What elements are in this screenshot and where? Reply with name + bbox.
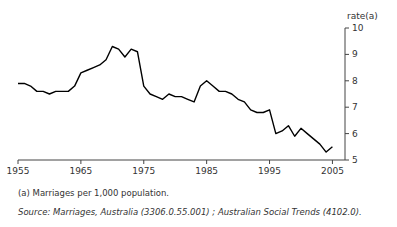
y-tick-label: 10 — [352, 23, 364, 33]
y-tick — [345, 133, 349, 134]
x-tick — [80, 160, 81, 164]
x-tick — [269, 160, 270, 164]
y-tick-label: 8 — [352, 76, 358, 86]
chart: 1955 1965 1975 1985 1995 2005 5 6 7 8 9 10 rate(a) (a… — [0, 0, 397, 227]
x-tick-label: 1955 — [7, 166, 30, 176]
source: Source: Marriages, Australia (3306.0.55.… — [18, 207, 362, 217]
y-axis-line — [345, 28, 346, 160]
plot-area — [18, 46, 332, 152]
y-axis-label: rate(a) — [347, 11, 378, 21]
y-tick — [345, 54, 349, 55]
series-line — [18, 46, 332, 152]
x-tick-label: 2005 — [321, 166, 344, 176]
x-tick-label: 1995 — [258, 166, 281, 176]
y-tick — [345, 80, 349, 81]
y-tick — [345, 28, 349, 29]
y-tick-label: 9 — [352, 49, 358, 59]
x-tick-label: 1985 — [195, 166, 218, 176]
y-tick-label: 7 — [352, 102, 358, 112]
y-tick-label: 6 — [352, 129, 358, 139]
x-tick-label: 1965 — [69, 166, 92, 176]
y-tick — [345, 107, 349, 108]
x-axis-line — [18, 160, 345, 161]
x-tick — [18, 160, 19, 164]
y-tick — [345, 160, 349, 161]
x-tick-label: 1975 — [132, 166, 155, 176]
x-tick — [206, 160, 207, 164]
footnote: (a) Marriages per 1,000 population. — [18, 188, 169, 198]
y-tick-label: 5 — [352, 155, 358, 165]
x-tick — [332, 160, 333, 164]
x-tick — [143, 160, 144, 164]
